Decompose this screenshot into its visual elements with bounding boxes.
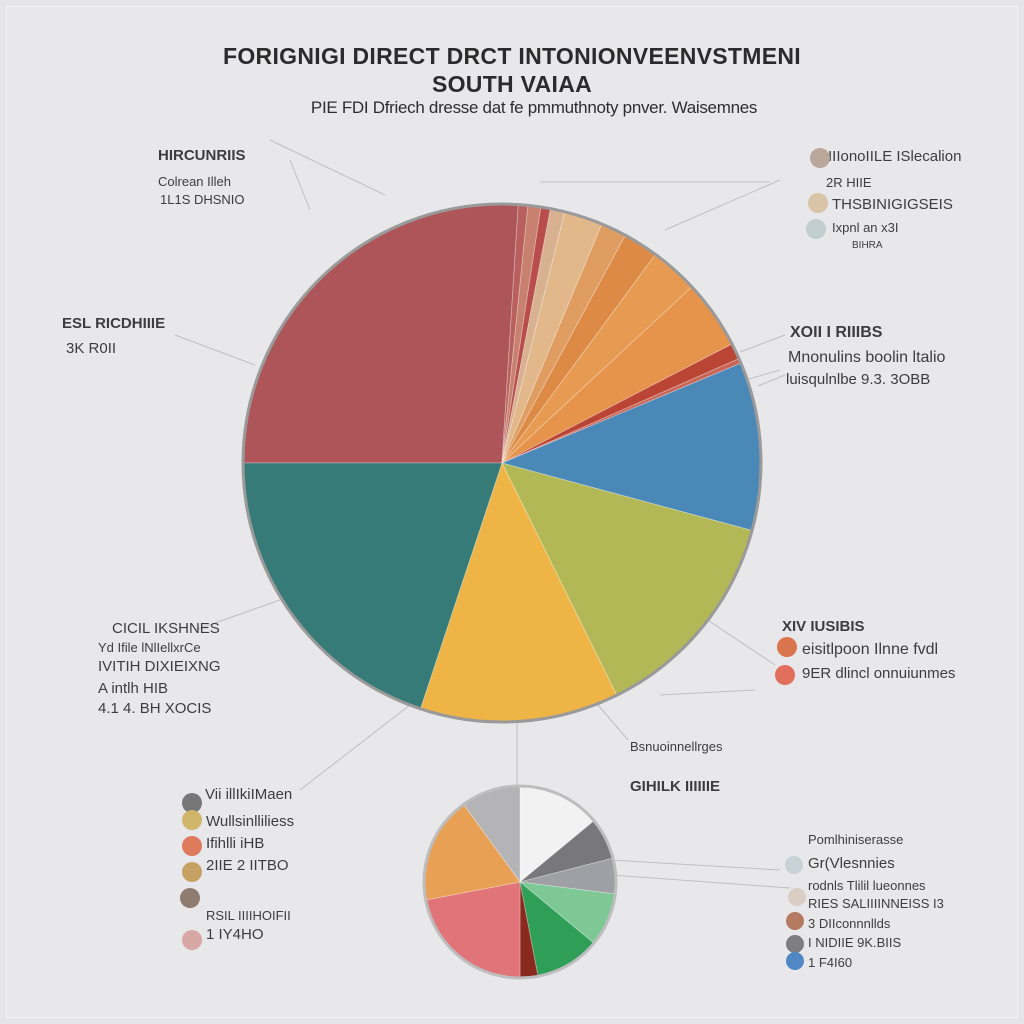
label-r4: Ixpnl an x3I <box>832 220 899 235</box>
label-r10: eisitlpoon Ilnne fvdl <box>802 641 939 658</box>
legend-dot-p-bottom-4 <box>786 935 804 953</box>
legend-dot-r-mid-1 <box>777 637 797 657</box>
label-l2: Colrean Illeh <box>158 174 231 189</box>
label-l11: Vii illIkiIMaen <box>205 786 293 803</box>
label-r1: IIIonoIILE ISlecalion <box>828 148 962 165</box>
label-p7: 1 F4I60 <box>808 955 853 970</box>
label-l3: 1L1S DHSNIO <box>160 192 245 207</box>
label-m2: GIHILK IIIIIIE <box>630 778 721 795</box>
label-p3: rodnls Tlilil lueonnes <box>808 878 926 893</box>
legend-dot-p-bottom-2 <box>788 888 806 906</box>
pie2-rim <box>422 784 618 980</box>
label-r5: BIHRA <box>852 240 883 251</box>
label-r7: Mnonulins boolin ltalio <box>788 349 946 366</box>
legend-dot-p-bottom-3 <box>786 912 804 930</box>
label-r6: XOII I RIIIBS <box>790 324 883 341</box>
legend-dot-r-mid-2 <box>775 665 795 685</box>
label-r3: THSBINIGIGSEIS <box>832 196 953 213</box>
pie1-slice-1 <box>242 203 519 464</box>
label-p4: RIES SALIIIINNEISS I3 <box>808 896 944 911</box>
legend-dot-r-top-1 <box>810 148 830 168</box>
label-p6: I NIDIIE 9K.BIIS <box>808 935 902 950</box>
label-l16: 1 IY4HO <box>206 926 264 943</box>
label-p5: 3 DIIconnnllds <box>808 916 891 931</box>
label-l15: RSIL IIIIHOIFII <box>206 908 291 923</box>
legend-dot-l-bottom-2 <box>182 810 202 830</box>
label-l1: HIRCUNRIIS <box>158 147 246 164</box>
legend-dot-l-bottom-3 <box>182 836 202 856</box>
legend-dot-l-bottom-1 <box>182 793 202 813</box>
legend-dot-l-bottom-6 <box>182 930 202 950</box>
label-l14: 2IIE 2 IITBO <box>206 857 289 874</box>
label-r9: XIV IUSIBIS <box>782 618 865 635</box>
legend-dot-r-top-2 <box>808 193 828 213</box>
label-l8: IVITIH DIXIEIXNG <box>98 658 221 675</box>
label-p2: Gr(Vlesnnies <box>808 855 895 872</box>
label-r2: 2R HIIE <box>826 175 872 190</box>
label-l6: CICIL IKSHNES <box>112 620 220 637</box>
label-r11: 9ER dlincl onnuiunmes <box>802 665 956 682</box>
main-pie <box>241 202 763 724</box>
legend-dot-r-top-3 <box>806 219 826 239</box>
chart-title-line1: FORIGNIGI DIRECT DRCT INTONIONVEENVSTMEN… <box>223 43 801 69</box>
legend-dot-p-bottom-1 <box>785 856 803 874</box>
label-l13: Ifihlli iHB <box>206 835 265 852</box>
legend-dot-l-bottom-4 <box>182 862 202 882</box>
chart-subtitle: PIE FDI Dfriech dresse dat fe pmmuthnoty… <box>310 98 758 117</box>
secondary-pie <box>422 784 618 980</box>
pie1-rim <box>241 202 763 724</box>
legend-dot-l-bottom-5 <box>180 888 200 908</box>
label-p1: Pomlhiniserasse <box>808 832 904 847</box>
label-l4: ESL RICDHIIIE <box>62 315 166 332</box>
label-l5: 3K R0II <box>66 340 117 357</box>
label-l12: Wullsinlliliess <box>206 813 295 830</box>
label-m1: Bsnuoinnellrges <box>630 739 723 754</box>
label-l9: A intlh HIB <box>98 680 169 697</box>
leader-lines <box>174 139 791 889</box>
label-l7: Yd Ifile lNlIellxrCe <box>98 640 201 655</box>
label-l10: 4.1 4. BH XOCIS <box>98 700 212 717</box>
legend-dot-p-bottom-5 <box>786 952 804 970</box>
label-r8: luisqulnlbe 9.3. 3OBB <box>786 371 931 388</box>
chart-title-line2: SOUTH VAIAA <box>431 71 593 97</box>
